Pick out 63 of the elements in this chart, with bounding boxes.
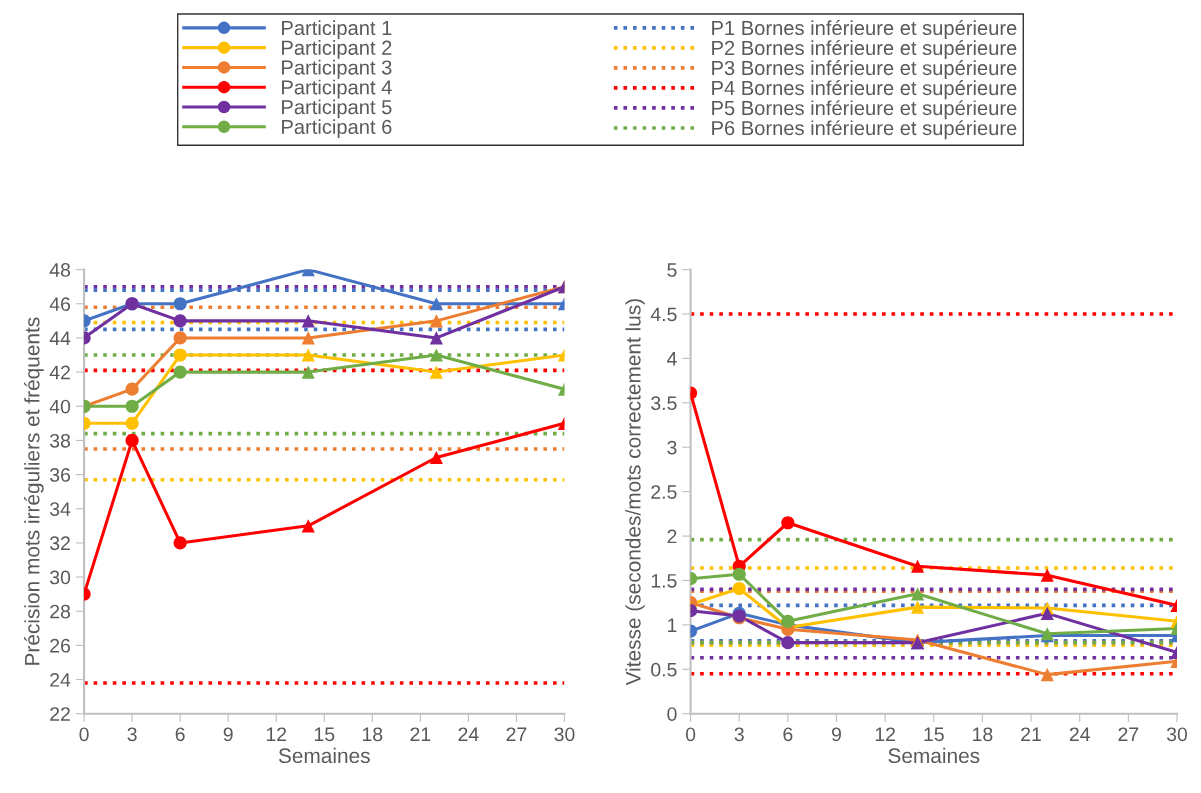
- legend-label: P6 Bornes inférieure et supérieure: [712, 120, 1017, 140]
- legend-label: P5 Bornes inférieure et supérieure: [712, 100, 1017, 120]
- x-tick-label: 6: [783, 727, 793, 742]
- legend-label: Participant 6: [282, 119, 392, 138]
- legend-label: P3 Bornes inférieure et supérieure: [712, 60, 1017, 80]
- legend-label: Participant 3: [282, 59, 392, 79]
- legend-label: Participant 5: [282, 99, 392, 119]
- y-tick-label: 30: [49, 570, 71, 585]
- y-tick-label: 40: [49, 399, 71, 414]
- y-tick-label: 2.5: [651, 485, 677, 499]
- y-tick-label: 3: [667, 440, 677, 455]
- y-tick-label: 3.5: [651, 396, 677, 411]
- legend-label: P2 Bornes inférieure et supérieure: [712, 40, 1017, 60]
- x-tick-label: 27: [1118, 727, 1139, 741]
- y-axis-title: Vitesse (secondes/mots correctement lus): [625, 299, 645, 686]
- x-tick-label: 21: [410, 727, 431, 741]
- x-tick-label: 30: [1166, 727, 1188, 742]
- y-tick-label: 0: [667, 707, 677, 721]
- y-tick-label: 28: [50, 604, 71, 619]
- y-tick-label: 5: [667, 263, 677, 277]
- y-tick-label: 34: [49, 502, 71, 516]
- x-tick-label: 30: [554, 727, 575, 742]
- legend-label: P1 Bornes inférieure et supérieure: [712, 20, 1017, 40]
- x-tick-label: 0: [685, 727, 696, 742]
- y-tick-label: 44: [49, 331, 71, 345]
- y-tick-label: 4: [667, 352, 677, 366]
- x-tick-label: 6: [175, 727, 185, 742]
- legend-label: Participant 1: [282, 20, 392, 40]
- y-tick-label: 4.5: [650, 307, 677, 322]
- y-tick-label: 38: [49, 433, 71, 448]
- y-tick-label: 22: [50, 707, 70, 721]
- legend-label: P4 Bornes inférieure et supérieure: [712, 80, 1017, 100]
- y-tick-label: 1: [668, 618, 677, 632]
- y-tick-label: 0.5: [651, 662, 677, 677]
- x-tick-label: 9: [832, 727, 841, 742]
- y-tick-label: 2: [667, 529, 677, 544]
- x-axis-title: Semaines: [278, 747, 370, 764]
- x-tick-label: 15: [924, 727, 944, 742]
- y-tick-label: 1.5: [651, 574, 677, 588]
- legend-label: Participant 2: [282, 40, 392, 59]
- x-tick-label: 0: [79, 727, 89, 742]
- x-tick-label: 12: [875, 727, 895, 741]
- x-axis-title: Semaines: [888, 747, 980, 764]
- y-tick-label: 36: [49, 468, 71, 482]
- x-tick-label: 18: [362, 727, 383, 742]
- x-tick-label: 9: [223, 727, 233, 742]
- y-tick-label: 32: [49, 536, 70, 551]
- x-tick-label: 3: [127, 727, 137, 742]
- y-tick-label: 24: [50, 673, 71, 687]
- x-tick-label: 3: [734, 727, 744, 742]
- x-tick-label: 27: [506, 727, 527, 741]
- y-axis-title: Précision mots irréguliers et fréquents: [24, 317, 44, 665]
- x-tick-label: 21: [1021, 727, 1041, 741]
- y-tick-label: 48: [49, 263, 71, 277]
- x-tick-label: 24: [458, 727, 479, 741]
- y-tick-label: 42: [49, 365, 70, 380]
- y-tick-label: 46: [49, 297, 71, 312]
- x-tick-label: 18: [973, 727, 993, 742]
- y-tick-label: 26: [50, 638, 71, 653]
- x-tick-label: 15: [314, 727, 335, 742]
- x-tick-label: 24: [1069, 727, 1090, 741]
- legend-label: Participant 4: [282, 79, 392, 99]
- x-tick-label: 12: [266, 727, 287, 741]
